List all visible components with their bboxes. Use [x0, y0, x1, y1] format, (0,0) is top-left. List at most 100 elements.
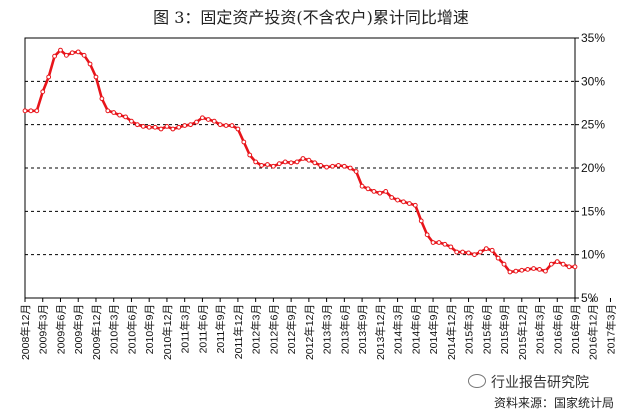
- x-tick-label: 2014年3月: [392, 304, 405, 354]
- data-point: [336, 163, 341, 168]
- data-point: [276, 161, 282, 167]
- x-tick-label: 2014年6月: [409, 304, 422, 354]
- data-point: [170, 126, 176, 132]
- data-point: [99, 96, 105, 102]
- data-point: [460, 249, 466, 255]
- y-tick-label: 20%: [581, 161, 605, 175]
- data-point: [324, 164, 330, 170]
- data-point: [383, 189, 389, 194]
- data-point: [282, 159, 288, 165]
- x-tick-label: 2011年6月: [196, 304, 209, 353]
- data-point: [140, 124, 146, 129]
- data-point: [229, 123, 235, 128]
- data-point: [87, 61, 93, 67]
- data-point: [241, 139, 247, 145]
- y-tick-label: 30%: [581, 74, 605, 88]
- data-point: [265, 162, 270, 167]
- x-tick-label: 2016年12月: [587, 304, 600, 360]
- x-tick-label: 2010年3月: [108, 304, 121, 354]
- data-point: [330, 163, 335, 169]
- x-tick-label: 2012年9月: [285, 304, 298, 354]
- x-tick-label: 2009年6月: [54, 304, 67, 354]
- data-point: [134, 122, 140, 128]
- data-point: [306, 157, 312, 163]
- data-point: [312, 160, 318, 166]
- data-point: [259, 163, 264, 168]
- x-tick-label: 2014年9月: [427, 304, 440, 354]
- data-point: [205, 117, 211, 122]
- data-point: [146, 124, 152, 130]
- x-tick-label: 2011年12月: [232, 304, 245, 359]
- data-point: [395, 197, 400, 203]
- data-point: [40, 89, 46, 95]
- x-tick-label: 2012年3月: [250, 304, 263, 354]
- data-point: [543, 268, 548, 274]
- data-point: [75, 49, 81, 55]
- data-point: [52, 53, 57, 59]
- x-tick-label: 2013年12月: [374, 304, 387, 360]
- data-point: [424, 232, 430, 238]
- chart-title: 图 3：固定资产投资(不含农户)累计同比增速: [153, 8, 469, 27]
- x-tick-label: 2010年12月: [161, 304, 174, 360]
- data-point: [217, 122, 223, 128]
- y-tick-label: 10%: [581, 248, 605, 262]
- data-point: [477, 249, 483, 255]
- x-tick-label: 2017年3月: [604, 304, 617, 354]
- x-tick-label: 2015年3月: [463, 304, 476, 354]
- series-layer: [22, 47, 578, 275]
- x-tick-label: 2009年9月: [72, 304, 85, 354]
- y-axis-ticks: 35% 30% 25% 20% 15% 10% 5%: [575, 31, 605, 305]
- x-tick-label: 2009年12月: [90, 304, 103, 360]
- data-point: [430, 240, 436, 245]
- x-tick-label: 2013年6月: [338, 304, 351, 354]
- data-point: [300, 156, 306, 161]
- y-tick-label: 5%: [581, 291, 599, 305]
- data-point: [341, 163, 347, 169]
- x-tick-label: 2011年9月: [214, 304, 227, 353]
- x-tick-label: 2016年6月: [551, 304, 564, 354]
- data-point: [371, 189, 377, 194]
- x-tick-label: 2012年12月: [303, 304, 316, 360]
- series-line: [25, 48, 575, 274]
- x-tick-label: 2012年6月: [267, 304, 280, 354]
- data-point: [69, 50, 75, 56]
- data-point: [176, 124, 182, 130]
- data-point: [347, 165, 353, 171]
- watermark: 行业报告研究院: [468, 372, 589, 392]
- data-point: [211, 118, 217, 124]
- data-point: [188, 122, 193, 128]
- data-point: [164, 124, 170, 129]
- data-point: [200, 115, 205, 121]
- x-tick-label: 2010年6月: [125, 304, 138, 354]
- data-point: [407, 201, 412, 206]
- data-point: [548, 261, 554, 267]
- data-point: [483, 246, 489, 252]
- data-point: [448, 244, 454, 250]
- data-point: [129, 118, 134, 124]
- data-point: [28, 108, 34, 114]
- data-point: [318, 163, 324, 168]
- data-point: [64, 52, 69, 58]
- x-axis-ticks: 2008年12月 2009年3月 2009年6月 2009年9月 2009年12月 201…: [19, 298, 617, 360]
- data-point: [495, 255, 501, 261]
- data-point: [560, 261, 566, 267]
- data-point: [353, 169, 359, 174]
- y-tick-label: 25%: [581, 118, 605, 132]
- data-point: [472, 252, 477, 258]
- data-point: [537, 267, 542, 272]
- data-point: [554, 259, 560, 265]
- data-point: [152, 124, 158, 130]
- data-point: [489, 247, 495, 253]
- data-point: [436, 240, 442, 245]
- data-point: [572, 264, 578, 270]
- data-point: [389, 195, 395, 200]
- data-point: [123, 114, 128, 120]
- data-point: [401, 199, 406, 205]
- data-point: [454, 249, 460, 255]
- watermark-text: 行业报告研究院: [491, 375, 589, 391]
- data-point: [377, 190, 383, 196]
- data-point: [22, 108, 28, 114]
- data-point: [247, 152, 253, 158]
- data-point: [93, 74, 99, 80]
